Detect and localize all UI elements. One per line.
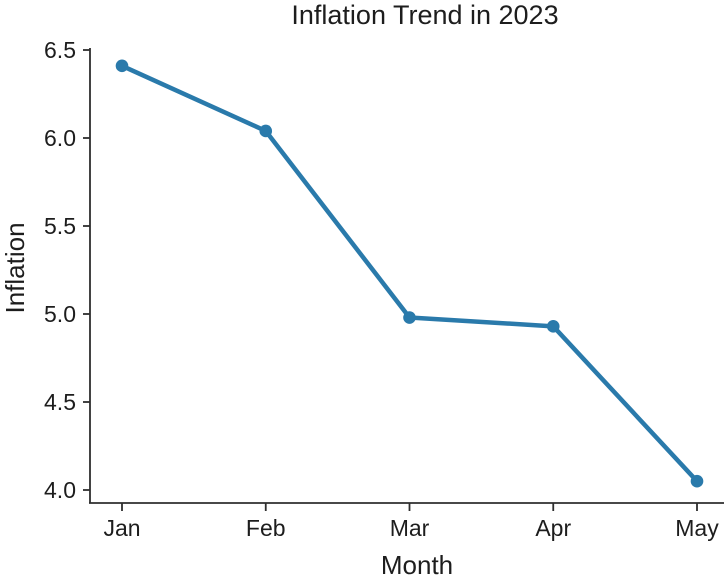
data-point-mar xyxy=(403,311,416,324)
x-tick-label: Apr xyxy=(535,515,571,541)
x-tick-label: Mar xyxy=(390,515,430,541)
axes xyxy=(89,48,724,504)
data-point-feb xyxy=(259,124,273,138)
data-point-jan xyxy=(115,59,129,73)
x-axis-ticks: Jan Feb Mar Apr May xyxy=(103,503,719,541)
x-tick-label: May xyxy=(675,515,719,541)
y-tick-label: 5.0 xyxy=(44,301,76,327)
x-axis-label: Month xyxy=(381,550,453,580)
y-axis-ticks: 4.0 4.5 5.0 5.5 6.0 6.5 xyxy=(44,37,90,503)
y-axis-label: Inflation xyxy=(0,222,30,313)
x-tick-label: Jan xyxy=(103,515,140,541)
data-point-apr xyxy=(546,320,560,333)
y-tick-label: 6.0 xyxy=(44,125,76,151)
series-inflation xyxy=(115,59,704,488)
x-tick-label: Feb xyxy=(246,515,286,541)
y-tick-label: 4.5 xyxy=(44,389,76,415)
chart-title: Inflation Trend in 2023 xyxy=(291,0,558,30)
data-point-may xyxy=(690,474,704,488)
y-tick-label: 5.5 xyxy=(44,213,76,239)
y-tick-label: 4.0 xyxy=(44,477,76,503)
inflation-trend-line xyxy=(119,63,700,484)
y-tick-label: 6.5 xyxy=(44,37,76,63)
